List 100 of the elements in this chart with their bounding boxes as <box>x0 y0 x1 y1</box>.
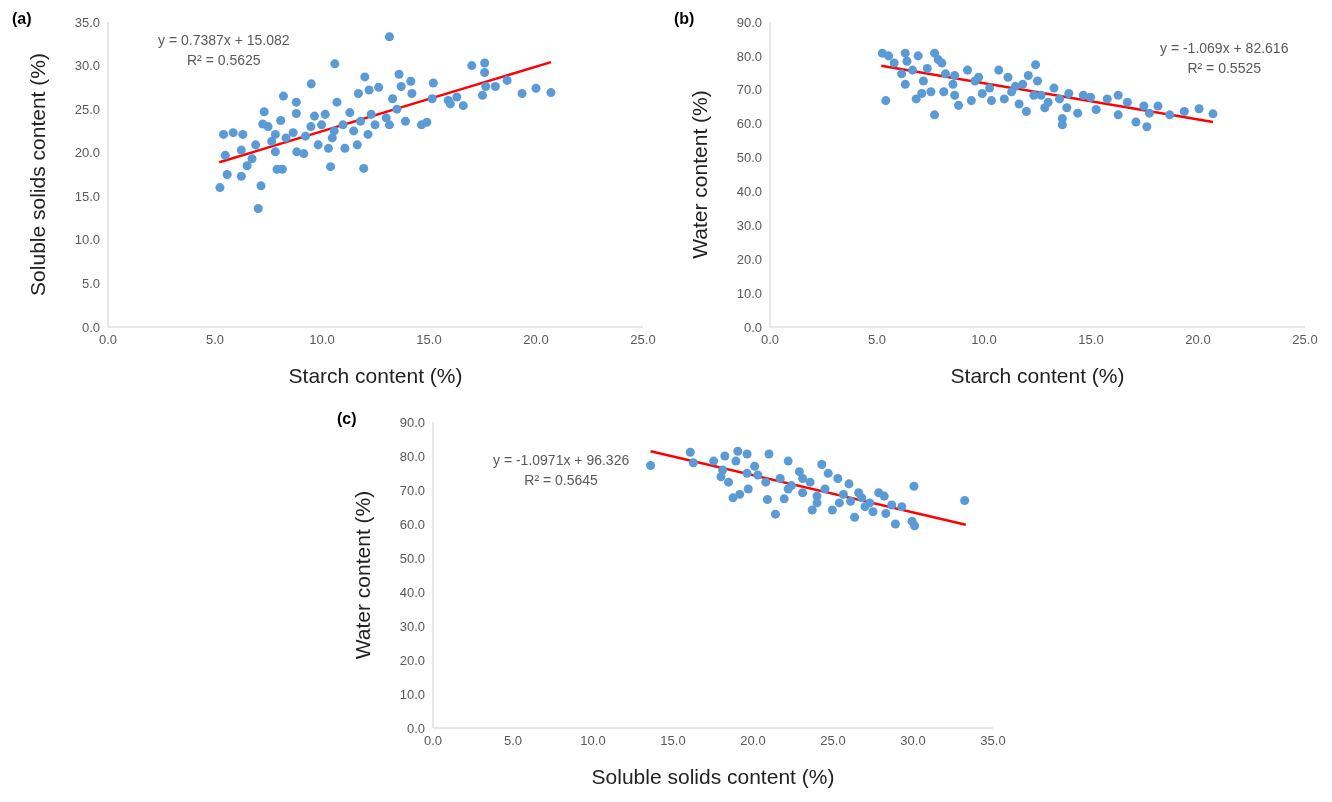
point <box>857 493 867 503</box>
point <box>735 489 745 499</box>
point <box>812 498 822 508</box>
point <box>887 500 897 510</box>
point <box>783 456 793 466</box>
point <box>850 512 860 522</box>
x-tick-label: 20.0 <box>1185 332 1211 348</box>
point <box>762 495 772 505</box>
point <box>909 481 919 491</box>
y-tick-label: 10.0 <box>399 686 425 702</box>
x-tick-label: 25.0 <box>820 733 846 749</box>
x-tick-label: 0.0 <box>760 332 780 348</box>
y-tick-label: 50.0 <box>399 550 425 566</box>
point <box>868 507 878 517</box>
point <box>794 467 804 477</box>
point <box>646 461 656 471</box>
point <box>743 484 753 494</box>
y-tick-label: 15.0 <box>74 188 100 204</box>
y-tick-label: 20.0 <box>399 652 425 668</box>
y-tick-label: 70.0 <box>399 482 425 498</box>
x-tick-label: 15.0 <box>416 332 442 348</box>
x-axis-title: Starch content (%) <box>288 364 463 387</box>
y-axis-title: Water content (%) <box>351 490 375 660</box>
point <box>805 477 815 487</box>
x-tick-label: 25.0 <box>1292 332 1318 348</box>
point <box>807 505 817 515</box>
x-tick-label: 5.0 <box>503 733 523 749</box>
point <box>731 456 741 466</box>
x-tick-label: 5.0 <box>867 332 887 348</box>
y-tick-label: 80.0 <box>399 448 425 464</box>
y-tick-label: 70.0 <box>736 82 762 98</box>
y-tick-label: 40.0 <box>736 184 762 200</box>
y-tick-label: 80.0 <box>736 48 762 64</box>
x-tick-label: 0.0 <box>98 332 118 348</box>
y-axis-title: Soluble solids content (%) <box>26 53 50 296</box>
point <box>820 484 830 494</box>
point <box>890 519 900 529</box>
x-axis-title: Starch content (%) <box>950 364 1125 387</box>
annotation: R² = 0.5645 <box>523 471 599 490</box>
point <box>742 449 752 459</box>
point <box>817 459 827 470</box>
x-tick-label: 15.0 <box>1078 332 1104 348</box>
y-tick-label: 40.0 <box>399 584 425 600</box>
y-tick-label: 20.0 <box>736 251 762 267</box>
y-tick-label: 30.0 <box>74 58 100 74</box>
point <box>881 508 891 518</box>
y-tick-label: 60.0 <box>736 116 762 132</box>
y-tick-label: 0.0 <box>406 720 425 736</box>
y-tick-label: 30.0 <box>736 217 762 233</box>
y-tick-label: 90.0 <box>736 14 762 30</box>
point <box>827 505 837 515</box>
x-tick-label: 10.0 <box>971 332 997 348</box>
x-tick-label: 20.0 <box>523 332 549 348</box>
point <box>775 473 785 483</box>
annotation: y = -1.069x + 82.616 <box>1160 39 1289 58</box>
point <box>838 489 848 499</box>
x-tick-label: 35.0 <box>980 733 1006 749</box>
point <box>753 470 763 480</box>
y-tick-label: 0.0 <box>81 319 100 335</box>
point <box>844 479 854 489</box>
chart-title: (a) <box>12 10 32 28</box>
x-tick-label: 10.0 <box>580 733 606 749</box>
chart-title: (c) <box>337 410 357 428</box>
point <box>761 477 771 487</box>
point <box>720 451 730 461</box>
point <box>910 521 920 531</box>
y-tick-label: 90.0 <box>399 414 425 430</box>
point <box>685 447 695 457</box>
annotation: R² = 0.5525 <box>1186 59 1262 78</box>
x-axis-title: Soluble solids content (%) <box>591 765 835 788</box>
point <box>960 496 970 506</box>
y-tick-label: 25.0 <box>74 101 100 117</box>
x-tick-label: 25.0 <box>630 332 656 348</box>
point <box>798 473 808 483</box>
y-tick-label: 5.0 <box>81 276 100 292</box>
x-tick-label: 30.0 <box>900 733 926 749</box>
chart-title: (b) <box>674 10 695 28</box>
point <box>823 468 833 478</box>
point <box>879 491 889 501</box>
y-tick-label: 30.0 <box>399 618 425 634</box>
annotation: R² = 0.5625 <box>186 51 262 70</box>
point <box>798 488 808 498</box>
point <box>742 468 752 478</box>
annotation: y = -1.0971x + 96.326 <box>493 451 630 470</box>
y-tick-label: 10.0 <box>74 232 100 248</box>
point <box>770 509 780 519</box>
point <box>897 502 907 512</box>
x-tick-label: 10.0 <box>309 332 335 348</box>
point <box>733 446 743 456</box>
x-tick-label: 0.0 <box>423 733 443 749</box>
point <box>718 465 728 475</box>
point <box>750 461 760 471</box>
point <box>724 477 734 487</box>
annotation: y = 0.7387x + 15.082 <box>158 31 290 50</box>
y-tick-label: 60.0 <box>399 516 425 532</box>
point <box>834 498 844 508</box>
y-tick-label: 20.0 <box>74 145 100 161</box>
point <box>846 496 856 506</box>
y-tick-label: 35.0 <box>74 14 100 30</box>
y-axis-title: Water content (%) <box>688 90 712 259</box>
